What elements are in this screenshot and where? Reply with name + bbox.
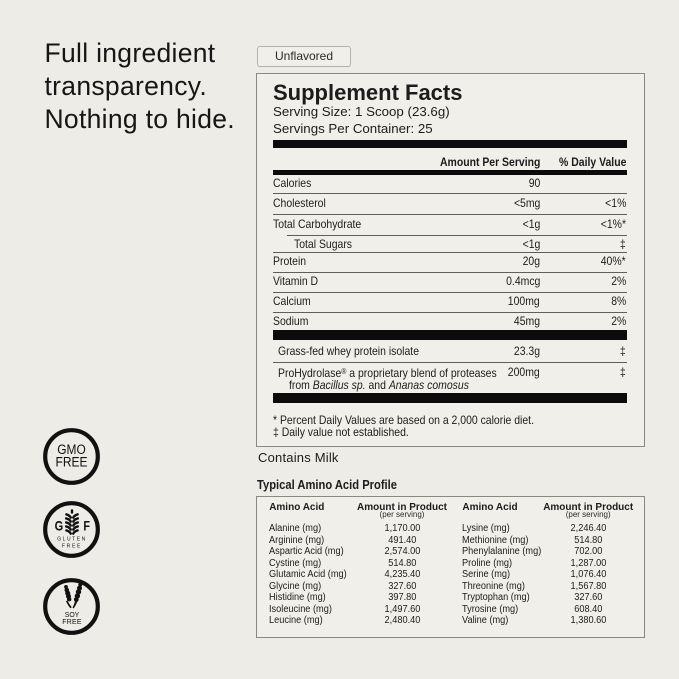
svg-text:FREE: FREE [62,543,82,549]
svg-text:F: F [83,519,90,535]
svg-text:FREE: FREE [62,619,82,626]
svg-text:GLUTEN: GLUTEN [57,537,87,543]
svg-text:SOY: SOY [65,612,80,619]
svg-text:GMO: GMO [57,442,86,457]
svg-text:G: G [55,519,64,535]
svg-text:FREE: FREE [56,454,88,469]
